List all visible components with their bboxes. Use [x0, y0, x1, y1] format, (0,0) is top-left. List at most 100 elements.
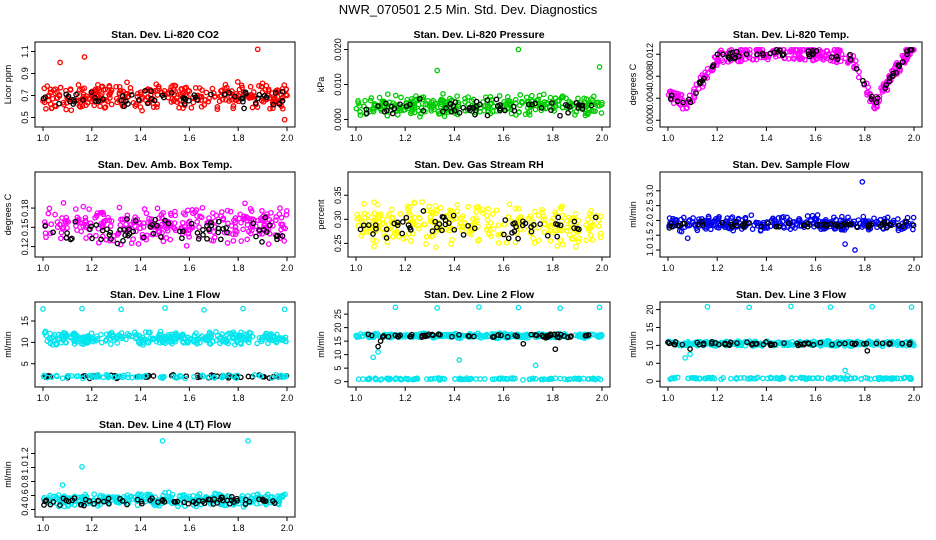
data-point	[489, 376, 496, 383]
data-point	[709, 339, 715, 345]
chart-panel: Stan. Dev. Line 1 Flow 1.0 1.2 1.4 1.6 1.8 2.0…	[3, 289, 296, 403]
data-point	[59, 482, 66, 488]
data-point	[199, 204, 206, 211]
data-point	[503, 239, 510, 246]
data-point	[541, 229, 548, 236]
data-point	[211, 374, 217, 380]
data-point	[432, 218, 439, 225]
data-point	[243, 90, 249, 97]
data-point	[385, 333, 392, 340]
data-point	[823, 341, 829, 348]
data-point	[532, 208, 538, 215]
data-point	[84, 99, 91, 106]
data-point	[852, 57, 859, 64]
data-point	[753, 219, 759, 226]
data-point	[752, 341, 759, 347]
data-point	[154, 104, 160, 110]
data-point	[399, 219, 406, 225]
data-point	[163, 235, 170, 241]
data-point	[502, 217, 509, 223]
data-point	[238, 238, 245, 244]
data-point	[135, 241, 142, 247]
data-point	[247, 94, 254, 101]
data-point	[58, 333, 64, 339]
data-point	[440, 214, 447, 221]
data-point	[680, 99, 687, 106]
data-point	[362, 228, 369, 235]
data-point	[753, 56, 760, 63]
data-point	[247, 205, 254, 212]
data-point	[147, 223, 154, 230]
data-point	[91, 491, 98, 498]
data-point	[571, 225, 577, 231]
data-point	[370, 108, 377, 115]
data-point	[124, 216, 130, 222]
data-point	[517, 92, 524, 98]
data-point	[493, 96, 500, 103]
y-axis-label: degrees C	[628, 63, 638, 105]
data-point	[430, 332, 436, 339]
data-point	[220, 336, 227, 343]
data-point	[186, 88, 193, 94]
data-point	[120, 372, 127, 379]
data-point	[190, 210, 196, 217]
data-point	[834, 56, 841, 63]
data-point	[899, 59, 906, 65]
data-point	[365, 212, 371, 219]
data-point	[795, 342, 802, 349]
y-tick-label: 2.5	[645, 199, 655, 212]
data-point	[65, 93, 72, 100]
x-tick-label: 1.2	[399, 393, 412, 403]
data-point	[95, 81, 101, 88]
data-point	[225, 220, 231, 227]
x-tick-label: 1.0	[37, 523, 50, 533]
data-point	[536, 92, 543, 99]
data-point	[799, 46, 806, 53]
chart-panel: Stan. Dev. Line 3 Flow 1.0 1.2 1.4 1.6 1.8 2.0…	[628, 289, 923, 403]
y-tick-label: 1.2	[20, 447, 30, 460]
plot-frame	[347, 171, 611, 258]
data-point	[551, 331, 558, 338]
data-point	[215, 218, 222, 225]
data-series	[42, 214, 286, 247]
y-tick-label: 0	[333, 379, 343, 384]
data-point	[238, 336, 245, 342]
data-point	[177, 91, 184, 98]
data-point	[472, 332, 478, 339]
data-point	[357, 109, 363, 115]
data-point	[279, 221, 286, 228]
data-point	[104, 373, 111, 380]
data-point	[213, 337, 220, 344]
data-point	[371, 243, 377, 250]
x-tick-label: 1.6	[183, 263, 196, 273]
x-tick-label: 1.4	[760, 263, 773, 273]
data-point	[210, 210, 216, 216]
data-point	[572, 211, 579, 217]
data-point	[789, 338, 796, 345]
data-point	[122, 232, 129, 239]
data-point	[557, 305, 564, 312]
y-tick-label: 0.004	[645, 87, 655, 110]
data-point	[356, 334, 362, 340]
y-tick-label: 10	[645, 340, 655, 350]
data-point	[515, 205, 522, 212]
data-point	[245, 438, 251, 444]
data-point	[93, 222, 100, 228]
data-point	[449, 333, 455, 340]
data-point	[196, 85, 203, 91]
data-point	[884, 78, 890, 85]
data-point	[191, 373, 197, 380]
panel-title: Stan. Dev. Gas Stream RH	[414, 159, 543, 171]
data-point	[394, 333, 401, 340]
data-point	[103, 331, 110, 338]
data-point	[200, 232, 206, 238]
data-point	[456, 223, 463, 230]
data-point	[211, 234, 218, 241]
data-point	[245, 336, 252, 343]
data-point	[123, 98, 129, 104]
data-point	[124, 79, 130, 86]
data-point	[884, 224, 890, 231]
data-point	[417, 113, 423, 120]
data-point	[278, 214, 285, 221]
data-point	[574, 375, 581, 382]
